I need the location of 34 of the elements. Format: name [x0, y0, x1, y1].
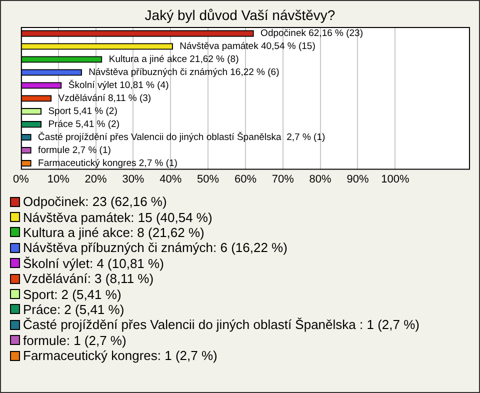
- category-label: Návštěva příbuzných či známých 16,22 % (6): [88, 67, 280, 78]
- category-label: formule 2,7 % (1): [38, 144, 111, 156]
- category-label: Školní výlet: 4 (10,81 %): [23, 256, 164, 271]
- category-label: Odpočinek 62,16 % (23): [260, 28, 364, 40]
- category-label: Školní výlet 10,81 % (4): [68, 80, 169, 92]
- category-label: Vzdělávání: 3 (8,11 %): [23, 271, 154, 286]
- x-tick-label: 0%: [12, 173, 30, 186]
- category-label: Návštěva památek: 15 (40,54 %): [23, 210, 212, 225]
- category-label: Sport 5,41 % (2): [48, 106, 118, 118]
- category-label: Časté projíždění přes Valencii do jiných oblastí Španělska 2,7 % (1): [38, 132, 326, 143]
- x-tick-label: 90%: [346, 173, 369, 186]
- category-label: Odpočinek: 23 (62,16 %): [23, 194, 167, 210]
- category-label: Časté projíždění přes Valencii do jiných oblastí Španělska : 1 (2,7 %): [23, 317, 420, 332]
- category-label: Farmaceutický kongres: 1 (2,7 %): [23, 348, 218, 364]
- x-tick-label: 10%: [47, 173, 70, 186]
- category-label: Práce: 2 (5,41 %): [23, 302, 124, 317]
- x-tick-label: 40%: [160, 173, 182, 186]
- x-tick-label: 60%: [234, 173, 257, 186]
- category-label: Návštěva příbuzných či známých: 6 (16,22 %): [23, 240, 288, 256]
- category-label: Kultura a jiné akce 21,62 % (8): [108, 54, 239, 66]
- category-label: Vzdělávání 8,11 % (3): [58, 93, 152, 104]
- category-label: Návštěva památek 40,54 % (15): [180, 41, 316, 52]
- category-label: Kultura a jiné akce: 8 (21,62 %): [23, 224, 204, 240]
- category-label: Práce 5,41 % (2): [48, 118, 120, 130]
- category-label: Sport: 2 (5,41 %): [23, 286, 122, 302]
- category-label: formule: 1 (2,7 %): [23, 332, 126, 348]
- chart-title: Jaký byl důvod Vaší návštěvy?: [144, 7, 336, 25]
- x-tick-label: 20%: [84, 173, 108, 186]
- x-tick-label: 70%: [272, 173, 294, 186]
- x-tick-label: 80%: [309, 173, 332, 186]
- x-tick-label: 100%: [381, 173, 410, 186]
- category-label: Farmaceutický kongres 2,7 % (1): [38, 158, 178, 169]
- x-tick-label: 50%: [197, 173, 220, 186]
- x-tick-label: 30%: [122, 173, 144, 186]
